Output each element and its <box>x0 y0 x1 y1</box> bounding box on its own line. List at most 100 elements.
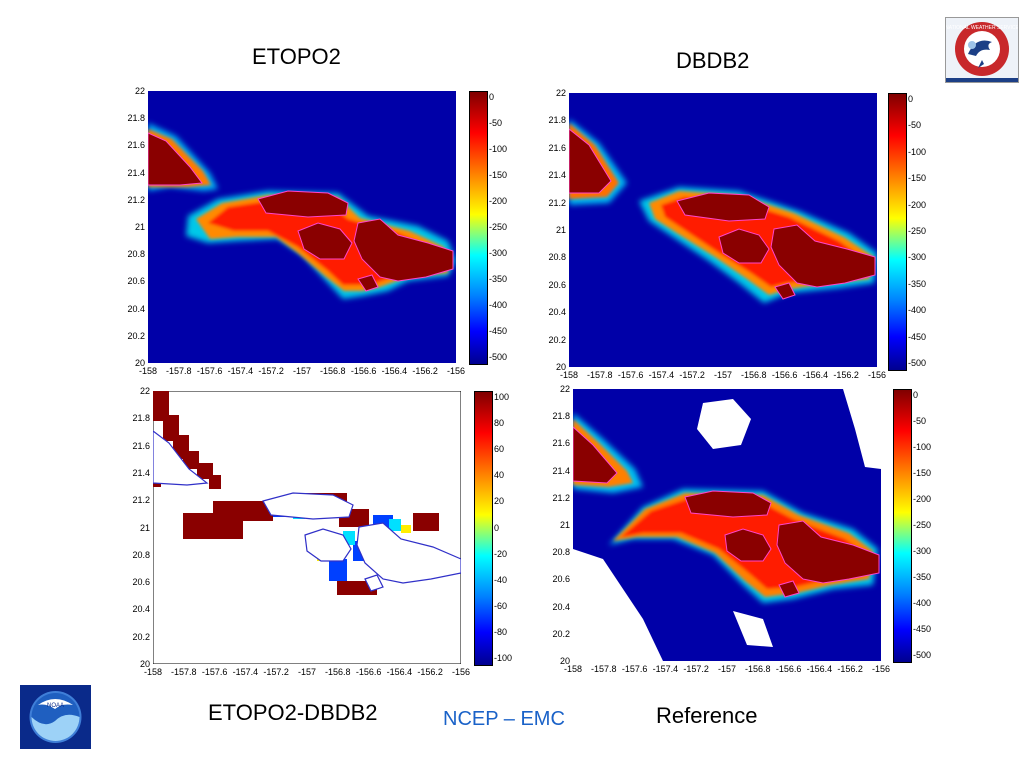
colorbar-tick-label: -250 <box>908 226 927 236</box>
nws-logo: NATIONAL WEATHER SERVICE <box>945 17 1020 83</box>
x-tick-label: -156.6 <box>350 366 377 376</box>
colorbar-tick-label: -100 <box>913 442 932 452</box>
y-tick-label: 21 <box>555 225 566 235</box>
colorbar-tick-label: -150 <box>489 170 508 180</box>
x-tick-label: -156.6 <box>771 370 798 380</box>
y-tick-label: 20.2 <box>132 631 150 642</box>
x-tick-label: -156.8 <box>741 370 767 380</box>
colorbar-tick-label: -80 <box>494 626 508 637</box>
x-tick-label: -156.2 <box>833 370 859 380</box>
x-tick-label: -157.2 <box>263 667 289 677</box>
colorbar-tick-label: -200 <box>908 199 927 210</box>
colorbar-tick-label: -150 <box>908 173 927 184</box>
y-tick-label: 20.4 <box>552 601 570 612</box>
y-tick-label: 20.4 <box>548 307 566 318</box>
y-tick-label: 21.4 <box>132 467 150 478</box>
colorbar-tick-label: -250 <box>913 520 932 530</box>
x-tick-label: -157.8 <box>591 664 617 674</box>
diff-colorbar <box>474 391 493 666</box>
etopo2-map <box>148 91 456 363</box>
y-tick-label: 21.8 <box>127 113 145 124</box>
colorbar-tick-label: -400 <box>908 305 927 316</box>
y-tick-label: 21 <box>559 520 570 530</box>
x-tick-label: -156.8 <box>745 664 771 674</box>
colorbar-tick-label: -350 <box>908 278 927 289</box>
x-tick-label: -156.4 <box>386 667 413 677</box>
y-tick-label: 20.8 <box>552 547 570 558</box>
y-tick-label: 21.4 <box>548 170 566 181</box>
colorbar-tick-label: 0 <box>913 390 919 400</box>
y-tick-label: 21.2 <box>548 197 566 208</box>
reference-colorbar <box>893 389 912 663</box>
x-tick-label: -157.2 <box>683 664 709 674</box>
colorbar-tick-label: -100 <box>494 653 513 663</box>
y-tick-label: 22 <box>134 86 145 96</box>
y-tick-label: 21.8 <box>132 413 150 424</box>
x-tick-label: -156.4 <box>381 366 408 376</box>
y-tick-label: 20.6 <box>548 279 566 290</box>
colorbar-tick-label: -40 <box>494 574 508 585</box>
colorbar-tick-label: -50 <box>913 416 927 426</box>
colorbar-tick-label: -150 <box>913 468 932 478</box>
y-tick-label: 21.6 <box>548 142 566 153</box>
x-tick-label: -157.8 <box>587 370 613 380</box>
colorbar-tick-label: -50 <box>489 118 503 128</box>
colorbar-tick-label: -250 <box>489 222 508 232</box>
x-tick-label: -157.4 <box>232 667 259 677</box>
colorbar-tick-label: 80 <box>494 418 505 429</box>
x-tick-label: -157.8 <box>171 667 197 677</box>
colorbar-tick-label: -200 <box>489 196 508 206</box>
x-tick-label: -157 <box>297 667 317 677</box>
x-tick-label: -156.8 <box>325 667 351 677</box>
x-tick-label: -158 <box>559 370 579 380</box>
y-tick-label: 20.2 <box>552 628 570 639</box>
colorbar-tick-label: 40 <box>494 470 505 481</box>
x-tick-label: -156.2 <box>417 667 443 677</box>
colorbar-tick-label: -450 <box>489 326 508 336</box>
colorbar-tick-label: -350 <box>489 274 508 284</box>
footer-ncep-emc: NCEP – EMC <box>443 708 565 730</box>
y-tick-label: 20.2 <box>127 330 145 341</box>
colorbar-tick-label: 0 <box>494 522 500 533</box>
diff-map <box>153 391 461 664</box>
y-tick-label: 20 <box>559 656 570 666</box>
y-tick-label: 22 <box>555 88 566 98</box>
y-tick-label: 20 <box>134 358 145 368</box>
colorbar-tick-label: -300 <box>913 546 932 556</box>
x-tick-label: -156.2 <box>837 664 863 674</box>
panel-title-reference: Reference <box>656 703 758 728</box>
y-tick-label: 21 <box>139 522 150 533</box>
x-tick-label: -158 <box>138 366 158 376</box>
colorbar-tick-label: -400 <box>489 300 508 310</box>
colorbar-tick-label: 60 <box>494 444 505 455</box>
x-tick-label: -157.2 <box>258 366 284 376</box>
y-tick-label: 20.2 <box>548 334 566 345</box>
x-tick-label: -156.6 <box>775 664 802 674</box>
x-tick-label: -156 <box>871 664 891 674</box>
x-tick-label: -157.6 <box>617 370 644 380</box>
x-tick-label: -157.6 <box>196 366 223 376</box>
x-tick-label: -157 <box>713 370 733 380</box>
y-tick-label: 22 <box>559 384 570 394</box>
y-tick-label: 20.4 <box>127 303 145 314</box>
x-tick-label: -156.6 <box>355 667 382 677</box>
colorbar-tick-label: 0 <box>489 92 495 102</box>
y-tick-label: 20.8 <box>127 249 145 260</box>
y-tick-label: 20 <box>555 362 566 372</box>
x-tick-label: -157 <box>717 664 737 674</box>
y-tick-label: 20.8 <box>548 252 566 263</box>
y-tick-label: 20.6 <box>127 276 145 287</box>
y-tick-label: 20.8 <box>132 549 150 560</box>
y-tick-label: 21.2 <box>552 492 570 503</box>
colorbar-tick-label: -300 <box>908 252 927 263</box>
y-tick-label: 20.6 <box>132 577 150 588</box>
y-tick-label: 21.4 <box>552 465 570 476</box>
colorbar-tick-label: 0 <box>908 94 914 104</box>
y-tick-label: 21.4 <box>127 167 145 178</box>
x-tick-label: -156.4 <box>806 664 833 674</box>
svg-text:NATIONAL WEATHER SERVICE: NATIONAL WEATHER SERVICE <box>946 25 1018 31</box>
x-tick-label: -158 <box>563 664 583 674</box>
y-tick-label: 20 <box>139 659 150 669</box>
panel-title-diff: ETOPO2-DBDB2 <box>208 700 378 725</box>
x-tick-label: -157.4 <box>652 664 679 674</box>
